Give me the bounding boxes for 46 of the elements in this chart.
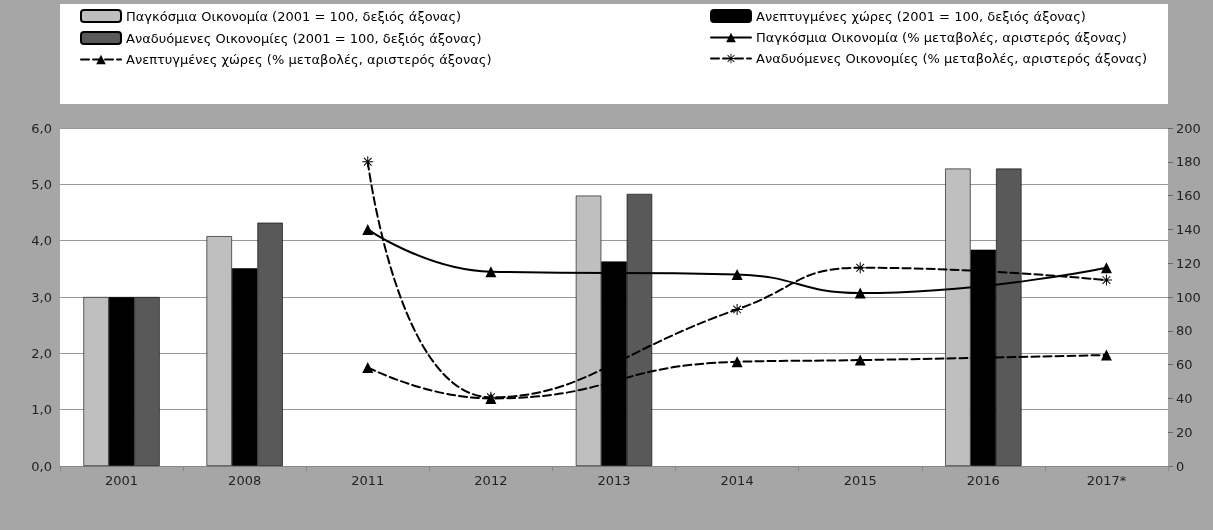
y2-tick-label: 200 — [1176, 120, 1201, 136]
y-tick-label: 2,0 — [31, 345, 52, 361]
point — [854, 262, 866, 274]
point — [731, 268, 743, 280]
x-tick-label: 2013 — [597, 473, 631, 488]
x-tick-label: 2014 — [720, 473, 754, 488]
legend-label: Αναδυόμενες Οικονομίες (% μεταβολές, αριστερός άξονας) — [756, 51, 1148, 66]
point — [485, 266, 497, 278]
x-tick-label: 2017* — [1086, 473, 1127, 488]
y-tick-label: 1,0 — [31, 402, 52, 418]
y2-tick-label: 100 — [1176, 289, 1201, 305]
y2-tick-label: 60 — [1176, 357, 1193, 373]
legend-label: Παγκόσμια Οικονομία (2001 = 100, δεξιός άξονας) — [126, 8, 462, 24]
y-tick-label: 3,0 — [31, 289, 52, 305]
x-tick-label: 2001 — [105, 473, 139, 488]
y2-tick-label: 160 — [1176, 188, 1201, 204]
x-tick-label: 2012 — [474, 473, 508, 488]
x-tick-label: 2015 — [843, 473, 877, 488]
y2-tick-label: 140 — [1176, 221, 1201, 237]
point — [731, 303, 743, 315]
point — [854, 287, 866, 299]
y-tick-label: 0,0 — [31, 458, 52, 474]
x-tick-label: 2016 — [966, 473, 1000, 488]
x-tick-label: 2008 — [228, 473, 262, 488]
y-tick-label: 5,0 — [31, 176, 52, 192]
point — [362, 361, 374, 373]
legend-label: Ανεπτυγμένες χώρες (% μεταβολές, αριστερός άξονας) — [126, 52, 492, 67]
legend-label: Παγκόσμια Οικονομία (% μεταβολές, αριστερός άξονας) — [756, 30, 1127, 45]
y2-tick-label: 180 — [1176, 154, 1201, 170]
y-tick-label: 6,0 — [31, 120, 52, 136]
point — [1100, 349, 1112, 361]
y2-tick-label: 20 — [1176, 424, 1193, 440]
legend-label: Αναδυόμενες Οικονομίες (2001 = 100, δεξιός άξονας) — [126, 30, 482, 46]
point — [731, 356, 743, 368]
point — [854, 354, 866, 366]
legend-label: Ανεπτυγμένες χώρες (2001 = 100, δεξιός άξονας) — [756, 8, 1086, 24]
point — [1100, 262, 1112, 274]
point — [362, 223, 374, 235]
point — [1100, 274, 1112, 286]
y2-tick-label: 120 — [1176, 255, 1201, 271]
y2-tick-label: 80 — [1176, 323, 1193, 339]
y2-tick-label: 40 — [1176, 390, 1193, 406]
x-tick-label: 2011 — [351, 473, 385, 488]
point — [362, 156, 374, 168]
y-tick-label: 4,0 — [31, 233, 52, 249]
y2-tick-label: 0 — [1176, 458, 1185, 474]
